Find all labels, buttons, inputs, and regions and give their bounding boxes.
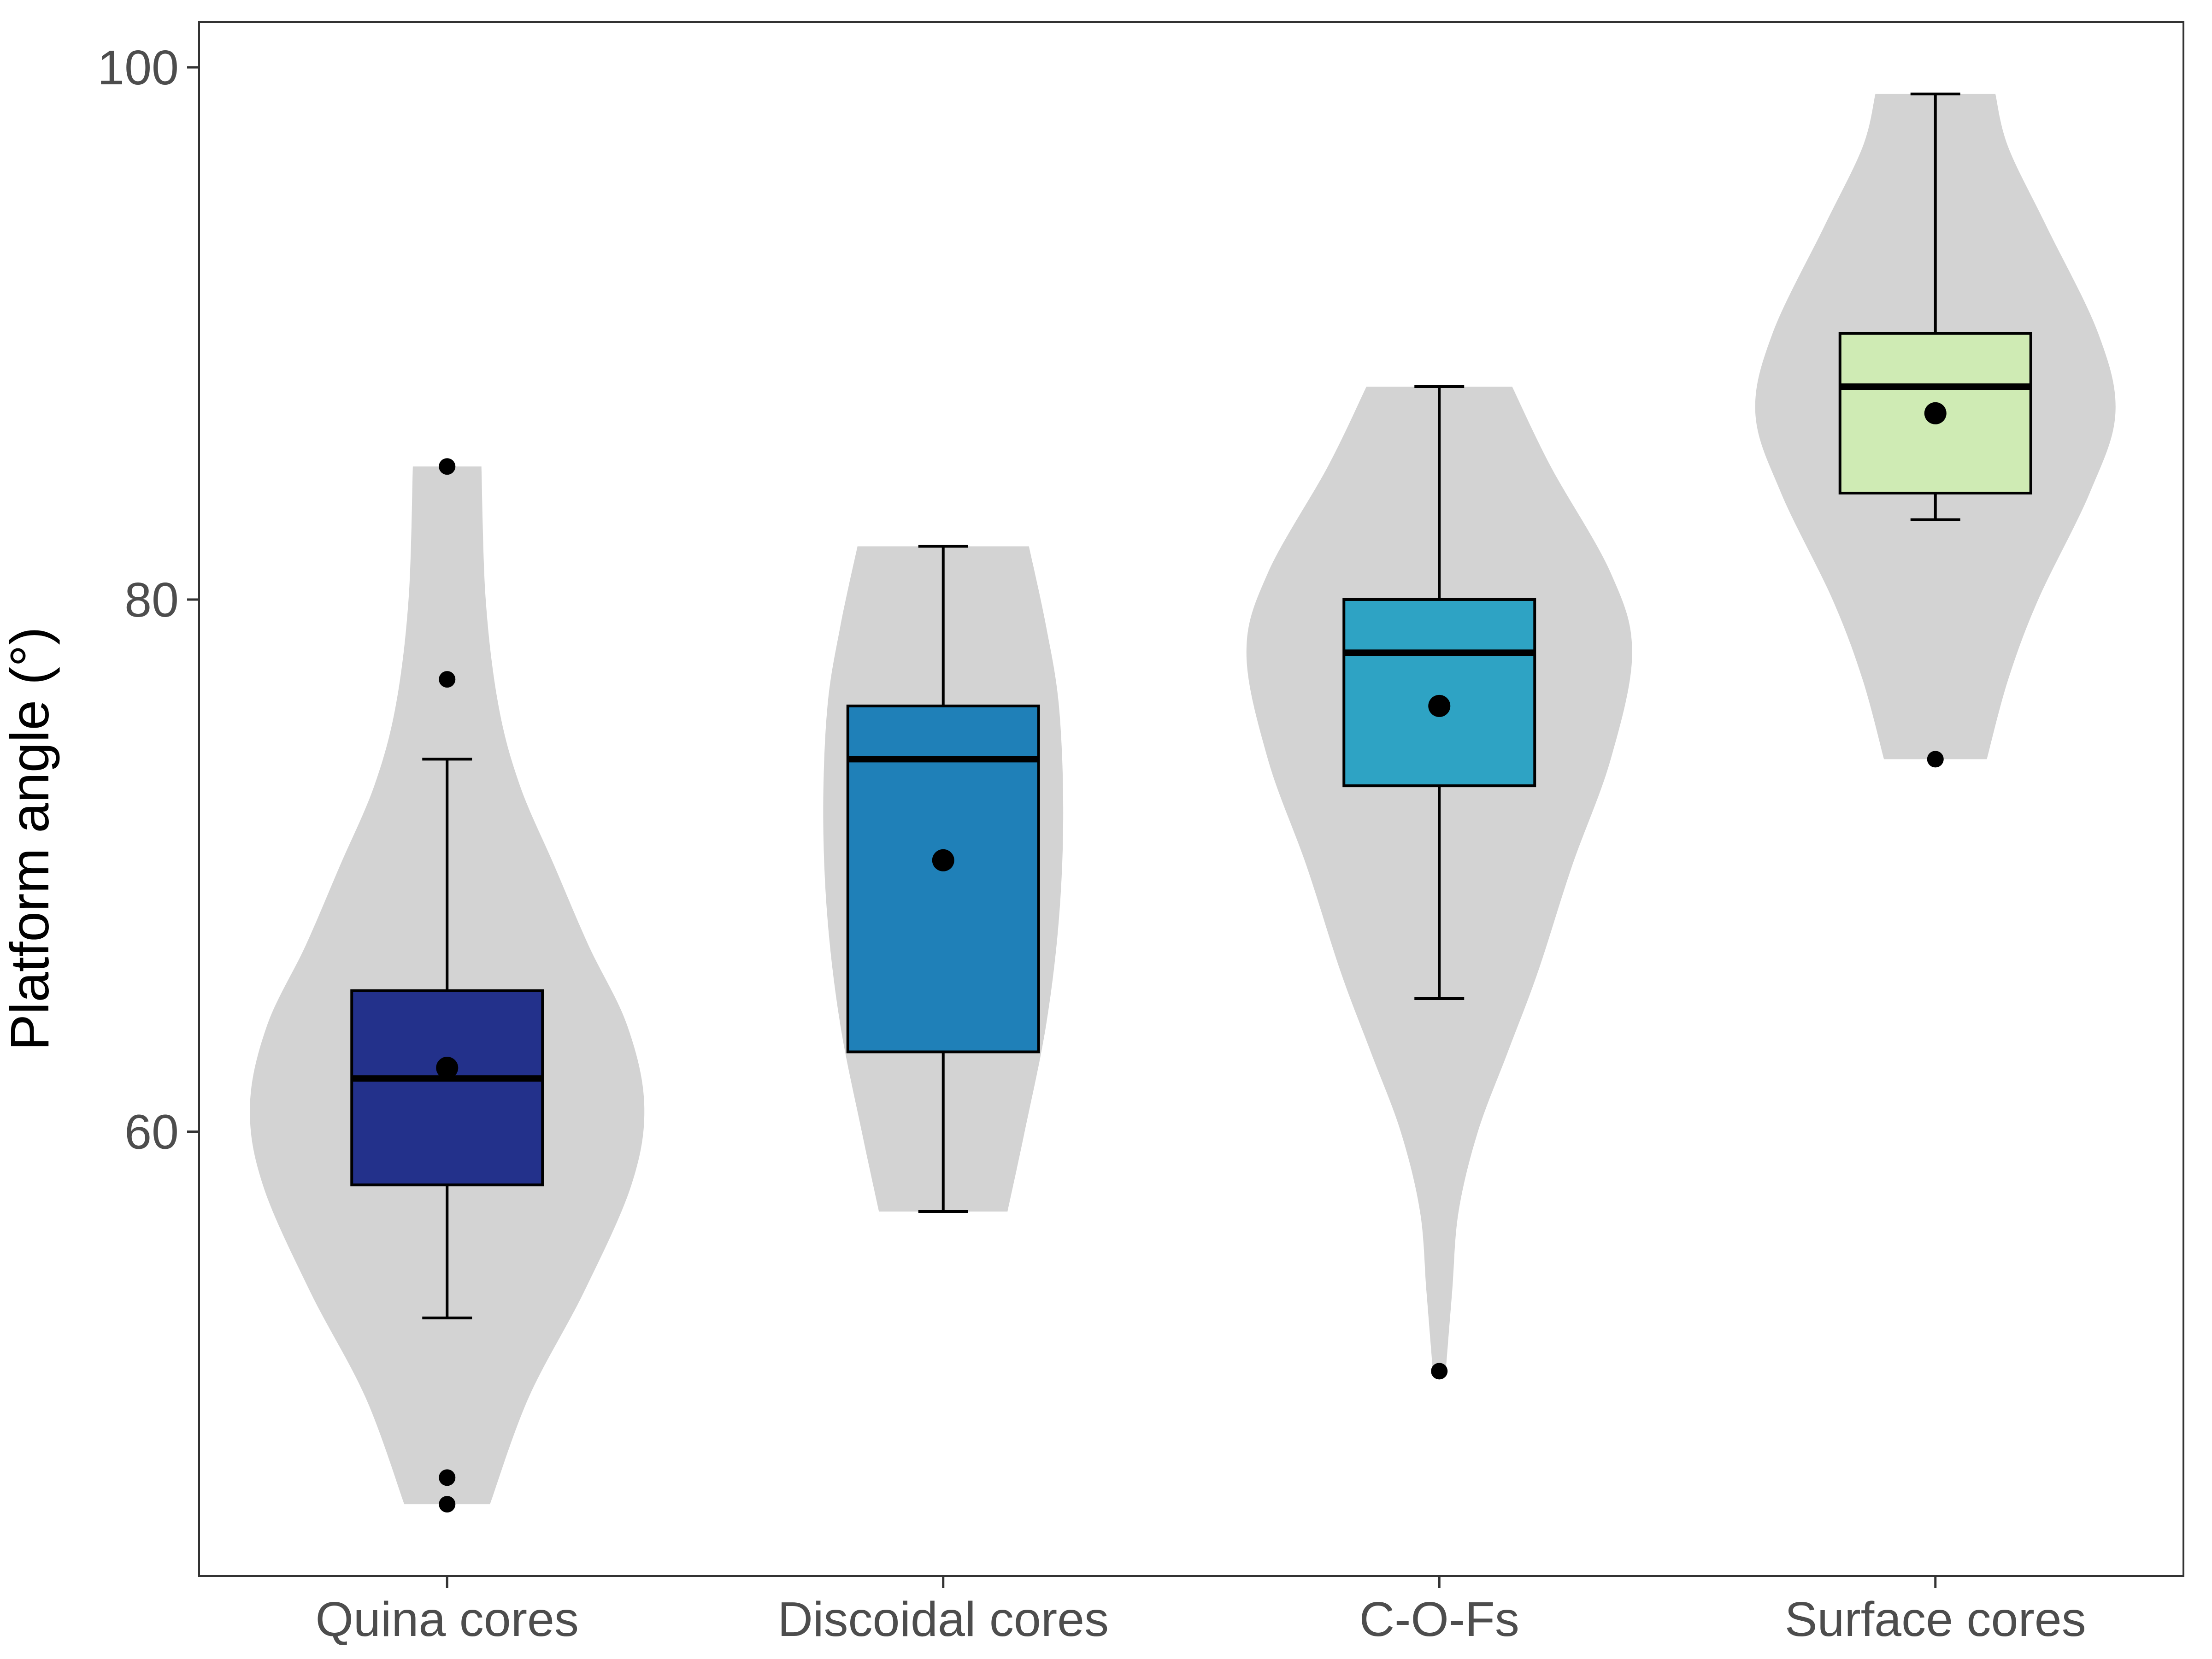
x-axis: Quina cores Discoidal cores C-O-Fs Surface … (315, 1576, 2086, 1647)
mean-point-c-o-fs (1428, 694, 1451, 717)
x-tick-label-surface-cores: Surface cores (1785, 1592, 2086, 1647)
mean-point-surface-cores (1924, 402, 1947, 424)
point-layer (436, 402, 1947, 1513)
mean-point-discoidal-cores (932, 849, 954, 871)
y-tick-label-100: 100 (97, 41, 179, 95)
x-tick-label-discoidal-cores: Discoidal cores (777, 1592, 1109, 1647)
outlier-point-quina-cores-3 (439, 1469, 456, 1486)
y-axis-title: Platform angle (°) (0, 627, 60, 1050)
y-tick-label-60: 60 (124, 1105, 179, 1159)
box-quina-cores (350, 989, 544, 1187)
box-layer (350, 92, 2032, 1319)
outlier-point-surface-cores-1 (1927, 751, 1944, 768)
y-axis: 60 80 100 (97, 41, 199, 1159)
outlier-point-quina-cores-1 (439, 458, 456, 475)
x-tick-label-c-o-fs: C-O-Fs (1359, 1592, 1519, 1647)
box-discoidal-cores (846, 704, 1040, 1053)
box-c-o-fs (1342, 598, 1536, 788)
plot-panel-border (198, 21, 2184, 1577)
x-tick-label-quina-cores: Quina cores (315, 1592, 579, 1647)
outlier-point-quina-cores-2 (439, 671, 456, 688)
y-tick-label-80: 80 (124, 573, 179, 627)
mean-point-quina-cores (436, 1057, 459, 1079)
outlier-point-quina-cores-4 (439, 1496, 456, 1513)
outlier-point-c-o-fs-1 (1431, 1363, 1448, 1380)
